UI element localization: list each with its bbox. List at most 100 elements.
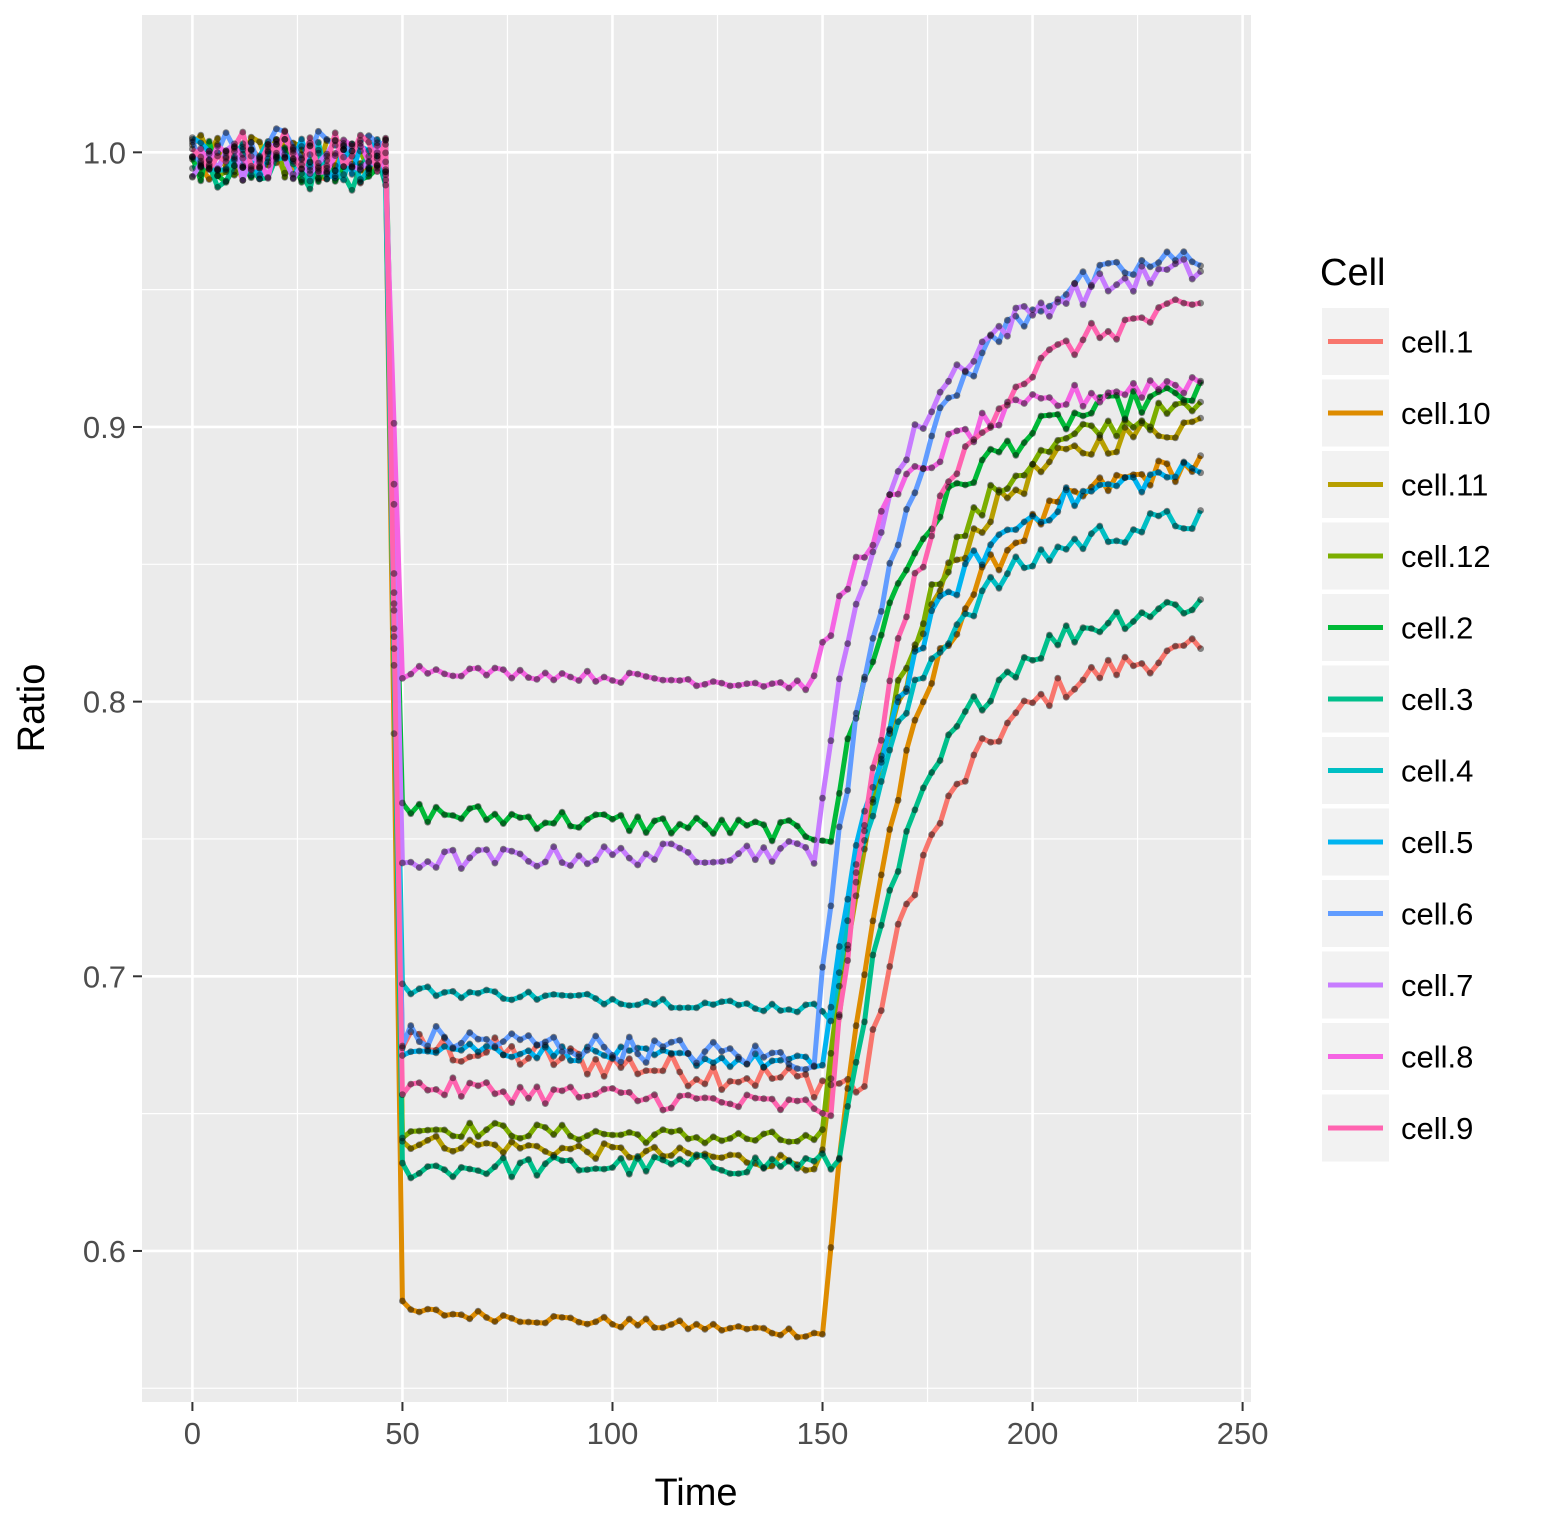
data-point (457, 1046, 465, 1054)
data-point (567, 1145, 574, 1153)
data-point (1079, 624, 1087, 632)
data-point (214, 142, 222, 150)
data-point (1163, 460, 1171, 468)
data-point (600, 1140, 608, 1147)
data-point (1037, 655, 1045, 662)
data-point (558, 1043, 566, 1050)
data-point (205, 156, 213, 164)
data-point (348, 140, 356, 148)
data-point (407, 1174, 415, 1182)
data-point (701, 999, 709, 1007)
data-point (894, 694, 902, 701)
data-point (810, 1105, 818, 1113)
data-point (1197, 645, 1204, 652)
data-point (768, 1095, 776, 1103)
data-point (827, 1081, 835, 1089)
data-point (1104, 480, 1112, 488)
data-point (667, 676, 675, 684)
data-point (491, 1119, 499, 1127)
data-point (894, 580, 902, 587)
data-point (844, 1103, 852, 1110)
data-point (491, 810, 499, 818)
data-point (827, 902, 835, 910)
data-point (567, 1314, 574, 1322)
data-point (861, 554, 868, 561)
data-point (273, 125, 280, 133)
data-point (390, 730, 398, 737)
data-point (1054, 341, 1062, 348)
data-point (903, 746, 910, 754)
data-point (726, 1135, 734, 1142)
data-point (659, 1043, 667, 1051)
data-point (903, 685, 910, 692)
data-point (273, 136, 280, 143)
data-point (1188, 635, 1196, 643)
data-point (575, 1053, 583, 1061)
data-point (777, 1136, 784, 1144)
data-point (1096, 474, 1104, 482)
data-point (617, 1000, 625, 1008)
data-point (819, 1061, 826, 1069)
data-point (1037, 299, 1045, 307)
data-point (340, 145, 347, 153)
data-point (415, 1308, 423, 1316)
data-point (491, 988, 499, 996)
data-point (323, 169, 331, 177)
data-point (625, 1128, 633, 1136)
data-point (886, 491, 894, 498)
data-point (1079, 268, 1087, 276)
data-point (1113, 258, 1120, 266)
data-point (634, 670, 642, 678)
data-point (323, 152, 331, 160)
data-point (1037, 412, 1045, 420)
data-point (953, 723, 961, 730)
data-point (1146, 319, 1154, 326)
data-point (1121, 415, 1129, 423)
data-point (348, 152, 356, 160)
data-point (289, 157, 297, 165)
data-point (802, 1066, 810, 1073)
data-point (861, 807, 868, 815)
data-point (835, 823, 843, 831)
data-point (247, 146, 255, 154)
data-point (919, 465, 927, 472)
data-point (1071, 638, 1078, 646)
data-point (306, 151, 314, 159)
data-point (1138, 409, 1146, 417)
data-point (516, 993, 524, 1001)
data-point (264, 161, 272, 169)
data-point (281, 135, 289, 143)
data-point (499, 1051, 507, 1059)
data-point (1155, 432, 1162, 440)
data-point (1197, 596, 1204, 603)
data-point (1037, 521, 1045, 528)
data-point (1138, 528, 1146, 536)
data-point (231, 153, 238, 161)
data-point (491, 664, 499, 672)
data-point (1079, 449, 1087, 457)
data-point (919, 784, 927, 792)
data-point (197, 162, 205, 170)
data-point (625, 854, 633, 862)
data-point (205, 164, 213, 172)
data-point (1062, 434, 1070, 442)
data-point (735, 1078, 742, 1086)
data-point (785, 1138, 793, 1146)
data-point (785, 817, 793, 824)
data-point (1146, 279, 1154, 287)
data-point (1012, 451, 1020, 459)
data-point (684, 1160, 692, 1168)
data-point (264, 138, 272, 145)
data-point (1054, 402, 1062, 410)
data-point (625, 827, 633, 835)
data-point (323, 136, 331, 143)
data-point (1163, 434, 1171, 441)
data-point (592, 1127, 600, 1135)
data-point (625, 1315, 633, 1323)
data-point (600, 1085, 608, 1093)
data-point (1188, 258, 1196, 266)
data-point (919, 535, 927, 543)
data-point (583, 667, 591, 675)
data-point (1088, 483, 1095, 491)
x-tick-label: 150 (797, 1416, 849, 1451)
